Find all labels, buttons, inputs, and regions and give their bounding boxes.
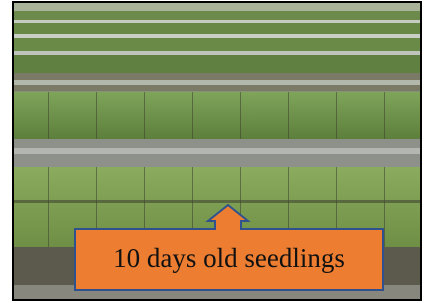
far-rows bbox=[14, 3, 420, 91]
water-reflection bbox=[14, 148, 420, 154]
middle-bed-dividers bbox=[14, 92, 420, 139]
callout-label: 10 days old seedlings bbox=[113, 243, 345, 273]
photo-figure: 10 days old seedlings bbox=[0, 0, 428, 303]
near-bed-row-line bbox=[14, 200, 420, 203]
page: 10 days old seedlings (() => { const dat… bbox=[0, 0, 428, 303]
